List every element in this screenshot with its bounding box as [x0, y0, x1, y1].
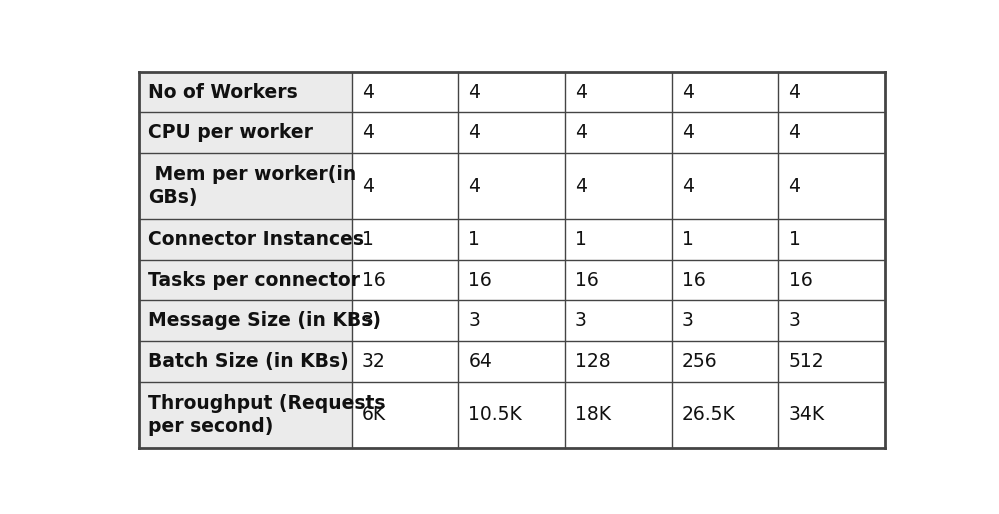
Text: 16: 16 [469, 270, 493, 289]
Bar [671, 218, 778, 260]
Bar [459, 218, 565, 260]
Bar [459, 260, 565, 301]
Bar [778, 71, 885, 113]
Bar [565, 301, 671, 341]
Bar [671, 113, 778, 153]
Text: 64: 64 [469, 352, 493, 371]
Text: 4: 4 [575, 123, 587, 142]
Text: 16: 16 [681, 270, 705, 289]
Text: 3: 3 [681, 311, 693, 331]
Text: 16: 16 [362, 270, 386, 289]
Bar [565, 218, 671, 260]
Bar [352, 113, 459, 153]
Bar [778, 113, 885, 153]
Bar [352, 382, 459, 448]
Text: Throughput (Requests
per second): Throughput (Requests per second) [148, 394, 386, 436]
Bar [778, 153, 885, 218]
Bar [778, 341, 885, 382]
Text: 4: 4 [575, 176, 587, 195]
Text: 4: 4 [788, 176, 800, 195]
Text: 6K: 6K [362, 406, 386, 425]
Text: No of Workers: No of Workers [148, 83, 298, 101]
Text: 32: 32 [362, 352, 386, 371]
Text: Message Size (in KBs): Message Size (in KBs) [148, 311, 381, 331]
Bar [352, 341, 459, 382]
Bar [352, 71, 459, 113]
Text: 256: 256 [681, 352, 717, 371]
Text: 3: 3 [362, 311, 374, 331]
Bar [671, 341, 778, 382]
Text: 1: 1 [681, 230, 693, 249]
Text: 16: 16 [788, 270, 812, 289]
Bar [671, 301, 778, 341]
Bar [671, 71, 778, 113]
Bar [139, 341, 352, 382]
Text: 3: 3 [575, 311, 587, 331]
Text: 18K: 18K [575, 406, 611, 425]
Bar [459, 71, 565, 113]
Text: 1: 1 [362, 230, 374, 249]
Text: 26.5K: 26.5K [681, 406, 735, 425]
Text: 4: 4 [469, 176, 481, 195]
Text: Connector Instances: Connector Instances [148, 230, 364, 249]
Text: 4: 4 [469, 123, 481, 142]
Text: Mem per worker(in
GBs): Mem per worker(in GBs) [148, 165, 357, 207]
Text: CPU per worker: CPU per worker [148, 123, 313, 142]
Text: 4: 4 [362, 123, 374, 142]
Bar [139, 153, 352, 218]
Bar [778, 260, 885, 301]
Bar [778, 218, 885, 260]
Text: 4: 4 [469, 83, 481, 101]
Bar [459, 153, 565, 218]
Bar [671, 382, 778, 448]
Bar [139, 301, 352, 341]
Bar [565, 71, 671, 113]
Bar [139, 71, 352, 113]
Text: Tasks per connector: Tasks per connector [148, 270, 360, 289]
Text: 16: 16 [575, 270, 598, 289]
Bar [352, 301, 459, 341]
Bar [352, 153, 459, 218]
Text: 4: 4 [788, 83, 800, 101]
Text: 3: 3 [788, 311, 800, 331]
Text: 3: 3 [469, 311, 481, 331]
Text: 4: 4 [362, 83, 374, 101]
Bar [671, 260, 778, 301]
Bar [459, 341, 565, 382]
Text: 4: 4 [788, 123, 800, 142]
Bar [352, 218, 459, 260]
Bar [139, 260, 352, 301]
Text: 128: 128 [575, 352, 610, 371]
Bar [565, 260, 671, 301]
Text: Batch Size (in KBs): Batch Size (in KBs) [148, 352, 349, 371]
Text: 1: 1 [469, 230, 481, 249]
Bar [778, 301, 885, 341]
Bar [459, 113, 565, 153]
Bar [139, 382, 352, 448]
Text: 4: 4 [681, 176, 693, 195]
Text: 4: 4 [362, 176, 374, 195]
Text: 4: 4 [575, 83, 587, 101]
Text: 34K: 34K [788, 406, 824, 425]
Bar [459, 382, 565, 448]
Bar [352, 260, 459, 301]
Text: 4: 4 [681, 123, 693, 142]
Text: 1: 1 [575, 230, 587, 249]
Bar [139, 113, 352, 153]
Bar [778, 382, 885, 448]
Bar [565, 113, 671, 153]
Bar [565, 341, 671, 382]
Bar [139, 218, 352, 260]
Text: 512: 512 [788, 352, 824, 371]
Text: 10.5K: 10.5K [469, 406, 522, 425]
Bar [671, 153, 778, 218]
Bar [565, 382, 671, 448]
Bar [565, 153, 671, 218]
Text: 1: 1 [788, 230, 800, 249]
Text: 4: 4 [681, 83, 693, 101]
Bar [459, 301, 565, 341]
